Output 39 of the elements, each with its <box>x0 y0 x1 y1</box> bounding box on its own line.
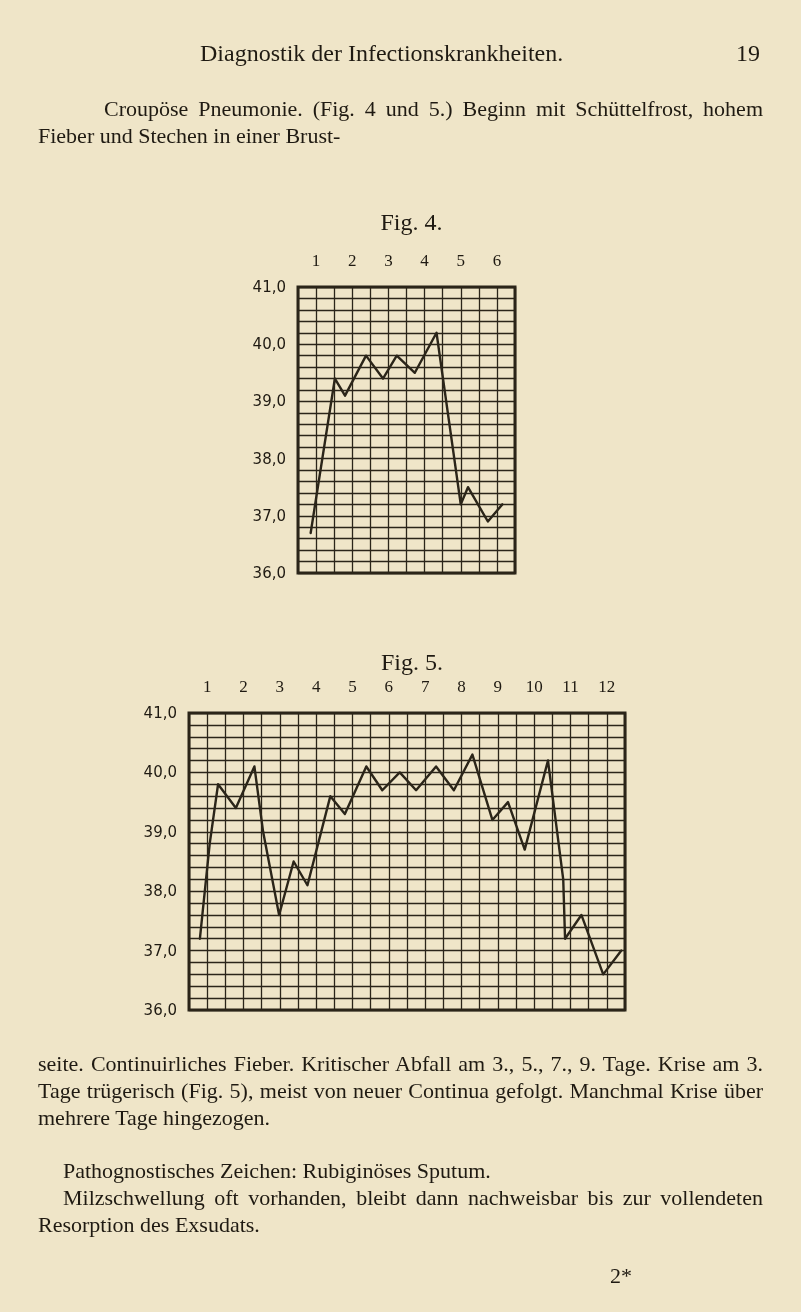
y-tick-label: 39,0 <box>252 392 286 411</box>
x-tick-label: 1 <box>311 251 321 270</box>
y-tick-label: 38,0 <box>143 882 177 901</box>
x-tick-label: 1 <box>202 677 212 696</box>
x-tick-label: 8 <box>457 677 466 696</box>
x-tick-label: 3 <box>275 677 285 696</box>
y-tick-label: 38,0 <box>252 449 286 468</box>
x-tick-label: 12 <box>598 677 616 696</box>
x-tick-label: 10 <box>525 677 543 696</box>
y-tick-label: 40,0 <box>143 763 177 782</box>
y-tick-label: 41,0 <box>252 278 286 296</box>
y-tick-label: 37,0 <box>252 506 286 525</box>
x-tick-label: 7 <box>420 677 430 696</box>
chart-title: Fig. 4. <box>380 209 443 235</box>
x-tick-label: 6 <box>492 251 502 270</box>
y-tick-label: 36,0 <box>252 564 286 582</box>
text: Pathognostisches Zeichen: Rubiginöses Sputum. <box>62 1157 492 1184</box>
x-tick-label: 5 <box>456 251 465 270</box>
y-tick-label: 40,0 <box>252 335 286 354</box>
text: 2* <box>610 1262 633 1289</box>
y-tick-label: 37,0 <box>143 941 177 960</box>
y-tick-label: 41,0 <box>143 704 177 722</box>
x-tick-label: 11 <box>562 677 579 696</box>
text: Diagnostik der Infectionskrankheiten. <box>200 40 565 67</box>
x-tick-label: 4 <box>311 677 321 696</box>
text: Croupöse Pneumonie. (Fig. 4 und 5.) Beginn mit Schüttelfrost, hohem Fieber und Stechen in einer Brust- <box>38 95 763 149</box>
text: Milzschwellung oft vorhanden, bleibt dann nachweisbar bis zur vollendeten Resorption des Exsudats. <box>38 1184 763 1238</box>
text: seite. Continuirliches Fieber. Kritischer Abfall am 3., 5., 7., 9. Tage. Krise am 3. Tage trügerisch (Fig. 5), meist von neuer Continua gefolgt. Manchmal Krise über mehrere Tage hingezogen. <box>38 1050 763 1131</box>
text: 19 <box>735 40 760 67</box>
x-tick-label: 5 <box>348 677 357 696</box>
x-tick-label: 9 <box>493 677 503 696</box>
x-tick-label: 2 <box>239 677 248 696</box>
x-tick-label: 3 <box>384 251 393 270</box>
x-tick-label: 4 <box>420 251 430 270</box>
chart-title: Fig. 5. <box>380 649 444 675</box>
y-tick-label: 39,0 <box>143 822 177 841</box>
x-tick-label: 2 <box>348 251 357 270</box>
x-tick-label: 6 <box>384 677 394 696</box>
y-tick-label: 36,0 <box>143 1001 177 1019</box>
